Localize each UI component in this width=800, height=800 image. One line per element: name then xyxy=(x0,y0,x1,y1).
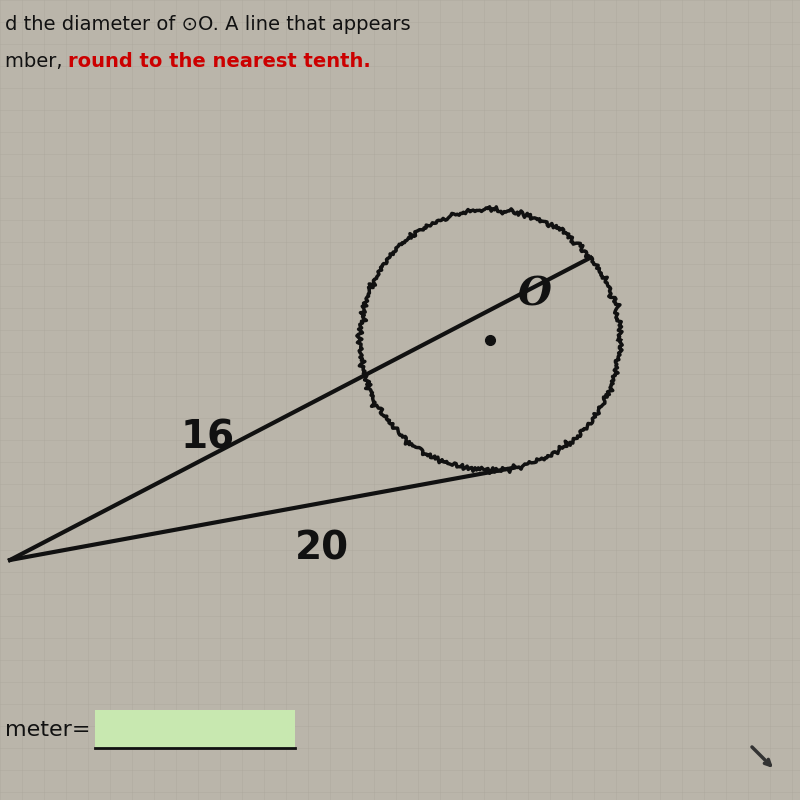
Text: 20: 20 xyxy=(294,530,349,568)
Text: round to the nearest tenth.: round to the nearest tenth. xyxy=(68,52,370,71)
Text: d the diameter of ⊙O. A line that appears: d the diameter of ⊙O. A line that appear… xyxy=(5,15,410,34)
Bar xyxy=(95,710,295,748)
Text: 16: 16 xyxy=(180,418,234,457)
Text: O: O xyxy=(518,276,552,314)
Text: meter=: meter= xyxy=(5,720,90,740)
Text: mber,: mber, xyxy=(5,52,69,71)
